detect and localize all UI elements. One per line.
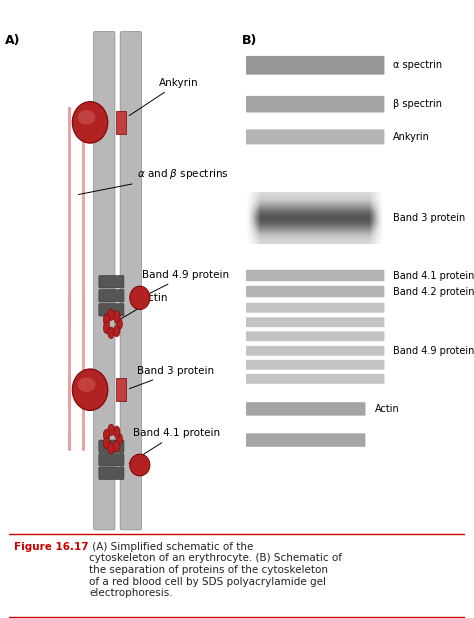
Text: Ankyrin: Ankyrin — [129, 78, 199, 116]
Ellipse shape — [103, 430, 110, 441]
FancyBboxPatch shape — [120, 32, 141, 530]
Ellipse shape — [103, 314, 110, 326]
Ellipse shape — [108, 327, 114, 339]
FancyBboxPatch shape — [246, 56, 384, 75]
Text: Actin: Actin — [374, 404, 399, 414]
Ellipse shape — [113, 326, 120, 337]
Bar — [116, 378, 126, 402]
Ellipse shape — [78, 378, 95, 392]
FancyBboxPatch shape — [246, 331, 384, 341]
Ellipse shape — [72, 101, 108, 143]
FancyBboxPatch shape — [94, 32, 115, 530]
FancyBboxPatch shape — [99, 467, 124, 480]
Text: A): A) — [5, 34, 20, 47]
Text: Actin: Actin — [115, 294, 169, 323]
Text: (A) Simplified schematic of the
cytoskeleton of an erythrocyte. (B) Schematic of: (A) Simplified schematic of the cytoskel… — [89, 542, 342, 598]
FancyBboxPatch shape — [99, 303, 124, 316]
Text: Band 4.9 protein: Band 4.9 protein — [142, 270, 229, 297]
FancyBboxPatch shape — [246, 346, 384, 356]
Text: B): B) — [242, 34, 257, 47]
FancyBboxPatch shape — [99, 440, 124, 452]
Text: Ankyrin: Ankyrin — [393, 132, 430, 142]
FancyBboxPatch shape — [99, 454, 124, 466]
Text: β spectrin: β spectrin — [393, 99, 442, 109]
Text: Figure 16.17: Figure 16.17 — [14, 542, 89, 552]
FancyBboxPatch shape — [246, 129, 384, 145]
FancyBboxPatch shape — [246, 286, 384, 297]
FancyBboxPatch shape — [99, 276, 124, 288]
FancyBboxPatch shape — [246, 402, 365, 416]
FancyBboxPatch shape — [99, 289, 124, 302]
Text: Band 3 protein: Band 3 protein — [393, 213, 465, 223]
Ellipse shape — [108, 424, 114, 436]
Text: α spectrin: α spectrin — [393, 61, 443, 70]
Ellipse shape — [103, 322, 110, 334]
FancyBboxPatch shape — [246, 317, 384, 327]
FancyBboxPatch shape — [246, 374, 384, 384]
Ellipse shape — [108, 309, 114, 320]
FancyBboxPatch shape — [246, 96, 384, 112]
FancyBboxPatch shape — [246, 360, 384, 370]
Text: Band 3 protein: Band 3 protein — [129, 366, 215, 389]
Ellipse shape — [72, 369, 108, 410]
Ellipse shape — [113, 426, 120, 438]
FancyBboxPatch shape — [246, 433, 365, 447]
Ellipse shape — [130, 454, 150, 476]
Ellipse shape — [113, 311, 120, 322]
Bar — [116, 111, 126, 134]
Ellipse shape — [108, 442, 114, 454]
Text: Band 4.2 protein: Band 4.2 protein — [393, 287, 474, 297]
Ellipse shape — [78, 110, 95, 125]
Ellipse shape — [116, 433, 122, 445]
FancyBboxPatch shape — [246, 303, 384, 313]
Text: $\alpha$ and $\beta$ spectrins: $\alpha$ and $\beta$ spectrins — [79, 167, 229, 195]
Ellipse shape — [130, 286, 150, 310]
Ellipse shape — [103, 438, 110, 449]
Ellipse shape — [116, 318, 122, 329]
Ellipse shape — [113, 441, 120, 452]
FancyBboxPatch shape — [246, 270, 384, 281]
Text: Band 4.1 protein: Band 4.1 protein — [393, 271, 474, 281]
Text: Band 4.9 protein: Band 4.9 protein — [393, 346, 474, 356]
Text: Band 4.1 protein: Band 4.1 protein — [129, 428, 220, 464]
